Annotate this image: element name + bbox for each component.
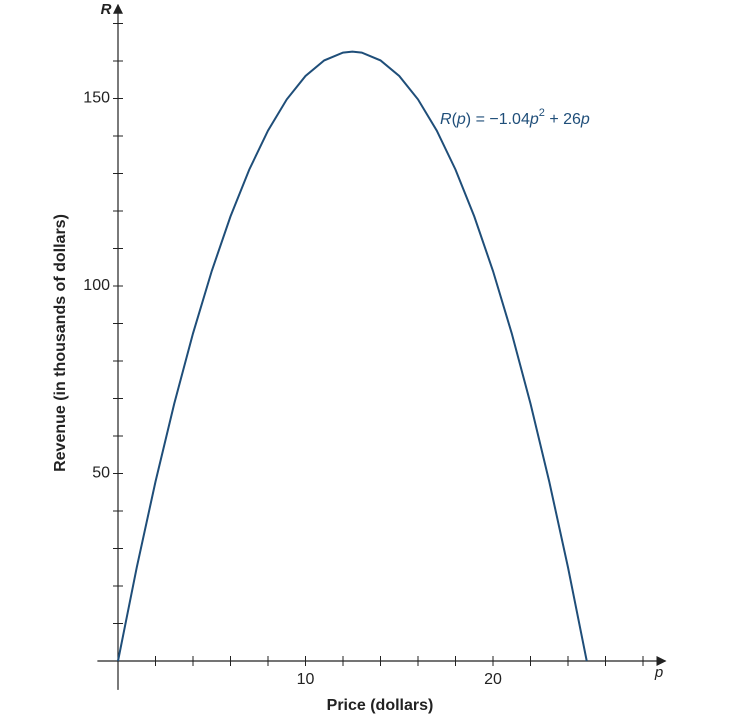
x-tick-label: 10 [297, 671, 315, 688]
y-axis-label: Revenue (in thousands of dollars) [52, 214, 69, 472]
annotation-part: p [456, 111, 466, 128]
x-axis-letter: p [654, 664, 663, 681]
y-tick-label: 150 [83, 90, 110, 107]
annotation-part: R [440, 111, 452, 128]
y-axis-letter: R [101, 1, 112, 18]
x-axis-label: Price (dollars) [327, 697, 434, 714]
annotation-part: p [580, 111, 590, 128]
annotation-part: ) = −1.04 [466, 111, 530, 128]
annotation-part: + 26 [545, 111, 581, 128]
annotation-part: 2 [539, 107, 545, 119]
annotation-part: p [529, 111, 539, 128]
annotation-part: ( [452, 111, 458, 128]
x-tick-label: 20 [484, 671, 502, 688]
y-tick-label: 50 [92, 465, 110, 482]
y-tick-label: 100 [83, 277, 110, 294]
annotation: R(p) = −1.04p2 + 26p [440, 107, 590, 128]
revenue-curve [117, 50, 588, 662]
